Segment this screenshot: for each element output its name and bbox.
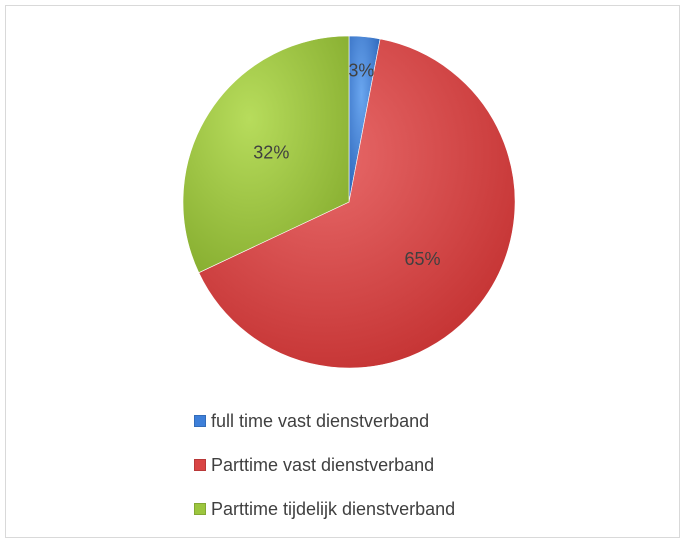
pie-slice	[198, 38, 516, 369]
legend-swatch-icon	[194, 503, 206, 515]
legend-label: full time vast dienstverband	[211, 410, 430, 431]
chart-area: 3% 65% 32% full time vast dienstverband Pa…	[5, 5, 680, 538]
slice-data-label: 3%	[348, 61, 374, 81]
slice-data-label: 32%	[253, 143, 289, 163]
legend-item: Parttime vast dienstverband	[194, 453, 455, 477]
legend: full time vast dienstverband Parttime va…	[194, 409, 455, 541]
legend-item: full time vast dienstverband	[194, 409, 455, 433]
slice-data-label: 65%	[404, 249, 440, 269]
pie-chart: 3% 65% 32%	[182, 35, 516, 369]
pie-slice	[182, 35, 350, 274]
legend-swatch-icon	[194, 415, 206, 427]
legend-swatch-icon	[194, 459, 206, 471]
legend-label: Parttime vast dienstverband	[211, 454, 435, 475]
legend-item: Parttime tijdelijk dienstverband	[194, 497, 455, 521]
legend-label: Parttime tijdelijk dienstverband	[211, 498, 456, 519]
